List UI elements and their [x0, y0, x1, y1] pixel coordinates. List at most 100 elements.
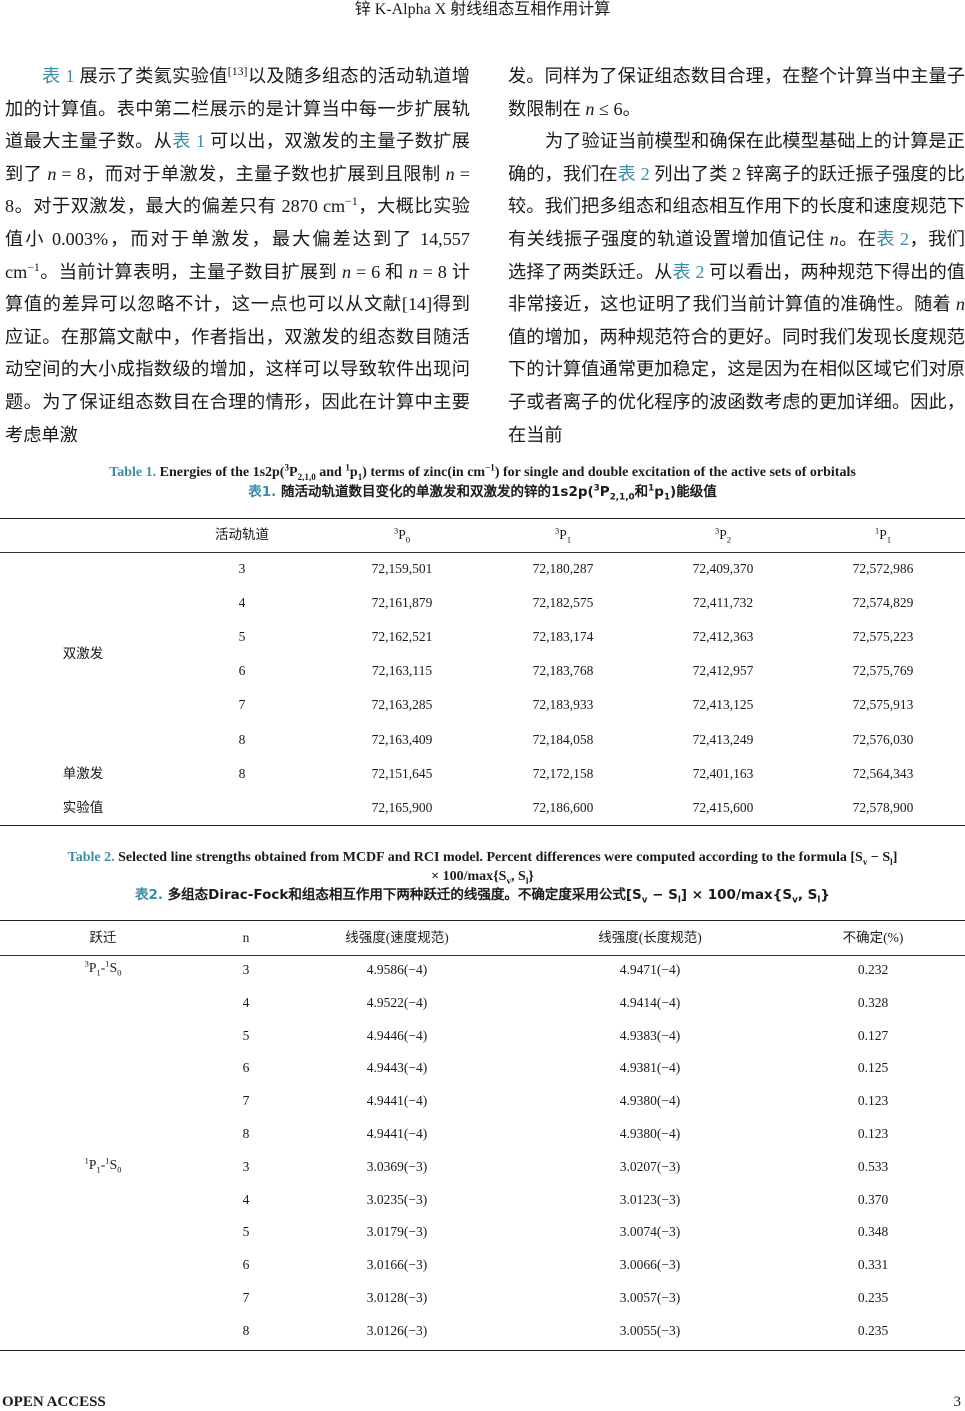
table-cell: 4.9441(−4): [366, 1126, 428, 1141]
table-label: 表1.: [248, 484, 277, 500]
text-segment: ，大概比实验值小 0.003%，而对于单激发，最大偏差达到了 14,557 cm: [5, 196, 470, 282]
table-cell: 4.9586(−4): [366, 962, 428, 977]
text-segment: P: [559, 527, 567, 542]
table2-top-rule: [0, 920, 965, 921]
column-header: 线强度(速度规范): [345, 930, 449, 945]
text-segment: 展示了类氦实验值: [74, 66, 228, 86]
text-segment: l: [817, 895, 821, 906]
text-segment: l: [677, 895, 681, 906]
table-cell: 3.0074(−3): [619, 1224, 681, 1240]
text-segment: ]: [892, 850, 898, 865]
text-segment: 值的增加，两种规范符合的更好。同时我们发现长度规范下的计算值通常更加稳定，这是因…: [508, 326, 965, 445]
text-segment: 1: [357, 471, 363, 482]
text-segment: 3: [284, 462, 290, 473]
table-cell: 4: [242, 994, 250, 1010]
table-cell: 0.331: [857, 1257, 889, 1273]
table-reference-link[interactable]: 表 1: [172, 131, 206, 152]
table2-caption-zh: 表2. 多组态Dirac-Fock和组态相互作用下两种跃迁的线强度。不确定度采用…: [0, 886, 965, 905]
text-segment: , S: [511, 869, 526, 884]
table-cell: 72,163,409: [371, 731, 433, 747]
column-header: 1P1: [875, 526, 891, 544]
table-reference-link[interactable]: 表 2: [617, 163, 650, 184]
text-segment: 可以出，双激发的主量子数扩展到了: [5, 131, 470, 184]
table-cell: 8: [242, 1126, 250, 1141]
table-cell: 3.0126(−3): [366, 1322, 428, 1338]
text-segment: l: [890, 856, 893, 867]
text-segment: P: [599, 484, 610, 500]
text-segment: , S: [797, 887, 818, 903]
table-cell: 72,162,521: [371, 629, 433, 645]
text-segment: 1: [886, 534, 892, 545]
text-segment: 活动轨道: [215, 527, 269, 542]
text-segment: 随活动轨道数目变化的单激发和双激发的锌的1s2p(: [276, 484, 594, 500]
text-segment: = 8。对于双激发，最大的偏差只有 2870 cm: [5, 163, 470, 217]
text-segment: −1: [345, 194, 358, 209]
text-segment: }: [528, 869, 534, 884]
column-header: 跃迁: [89, 930, 117, 945]
table-cell: 0.123: [857, 1093, 889, 1109]
table-cell: 3.0235(−3): [366, 1191, 428, 1207]
table-cell: 6: [238, 663, 246, 679]
table-cell: 72,184,058: [532, 731, 594, 747]
text-segment: 0: [117, 967, 122, 978]
table-cell: 72,172,158: [532, 765, 594, 781]
table-cell: 72,564,343: [852, 765, 914, 781]
text-segment: = 8 计算值的差异可以忽略不计，这一点也可以从文献[14]得到应证。在那篇文献…: [5, 261, 470, 445]
text-segment: 3: [554, 525, 560, 536]
table1-caption-en: Table 1. Energies of the 1s2p(3P2,1,0 an…: [0, 463, 965, 482]
text-segment: and: [315, 465, 346, 480]
table2-bottom-rule: [0, 1350, 965, 1351]
table-cell: 0.370: [857, 1191, 889, 1207]
text-segment: n: [408, 261, 418, 282]
text-segment: 1: [96, 1164, 101, 1175]
table-cell: 5: [242, 1224, 250, 1240]
table-cell: 8: [242, 1322, 250, 1338]
text-segment: 3: [593, 483, 600, 494]
text-segment: n: [445, 163, 455, 184]
text-segment: v: [862, 856, 868, 867]
table-reference-link[interactable]: 表 2: [876, 228, 910, 249]
text-segment: n: [829, 228, 839, 249]
table-cell: 4: [238, 595, 246, 611]
text-segment: p: [654, 484, 664, 500]
text-segment: p: [349, 465, 358, 480]
table-label: Table 1.: [109, 465, 157, 480]
table-cell: 7: [242, 1093, 250, 1109]
table-cell: 72,183,768: [532, 663, 594, 679]
table-cell: 4.9414(−4): [619, 994, 681, 1010]
text-segment: Energies of the 1s2p(: [156, 465, 285, 480]
table1-caption-zh: 表1. 随活动轨道数目变化的单激发和双激发的锌的1s2p(3P2,1,0和1p1…: [0, 483, 965, 502]
column-header: 3P2: [715, 526, 731, 544]
table-reference-link[interactable]: 表 2: [672, 261, 705, 282]
table-cell: 8: [238, 765, 246, 781]
table-cell: 72,415,600: [692, 799, 754, 815]
text-segment: 发。同样为了保证组态数目合理，在整个计算当中主量子数限制在: [508, 66, 965, 119]
row-group-label: 双激发: [62, 646, 104, 662]
table-cell: 72,578,900: [852, 799, 914, 815]
text-segment: -: [100, 960, 106, 975]
table-cell: 4.9471(−4): [619, 962, 681, 977]
table-cell: 0.328: [857, 994, 889, 1010]
table-cell: 72,409,370: [692, 561, 754, 576]
transition-label: 1P1-1S0: [84, 1156, 121, 1174]
table-cell: 4.9381(−4): [619, 1060, 681, 1076]
table-cell: 72,412,363: [692, 629, 754, 645]
table-cell: 72,182,575: [532, 595, 594, 611]
table-cell: 72,572,986: [852, 561, 914, 576]
text-segment: v: [641, 895, 648, 906]
table-cell: 3.0057(−3): [619, 1290, 681, 1305]
table-cell: 72,163,115: [371, 663, 433, 679]
table1-bottom-rule: [0, 825, 965, 826]
text-segment: 1: [648, 483, 655, 494]
table-cell: 72,575,769: [852, 663, 914, 679]
table-cell: 3: [242, 1158, 250, 1174]
table-cell: 7: [238, 697, 246, 713]
table-reference-link[interactable]: 表 1: [42, 66, 75, 86]
table-cell: 6: [242, 1060, 250, 1076]
text-segment: v: [506, 875, 512, 886]
text-segment: 1: [96, 967, 101, 978]
table2-caption-en-line2: × 100/max{Sv, Sl}: [0, 867, 965, 886]
text-segment: 1: [84, 1155, 89, 1166]
table-cell: 72,575,223: [852, 629, 914, 645]
text-segment: = 8，而对于单激发，主量子数也扩展到且限制: [56, 163, 446, 184]
